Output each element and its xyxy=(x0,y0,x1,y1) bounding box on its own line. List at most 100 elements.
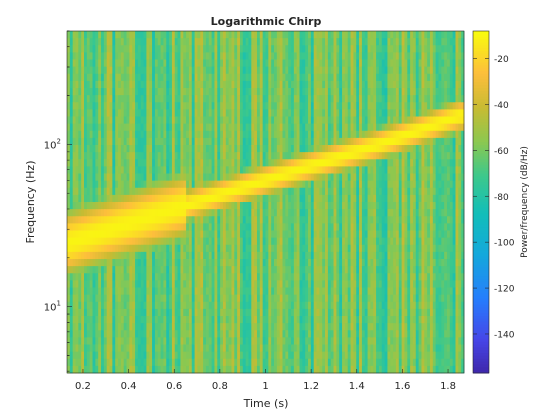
heatmap-cell xyxy=(282,116,286,125)
heatmap-cell xyxy=(279,159,283,167)
heatmap-cell xyxy=(152,145,156,153)
heatmap-cell xyxy=(299,273,303,281)
heatmap-cell xyxy=(205,88,210,96)
heatmap-cell xyxy=(120,137,125,146)
heatmap-cell xyxy=(86,95,91,103)
heatmap-cell xyxy=(197,223,201,231)
heatmap-cell xyxy=(288,351,292,360)
heatmap-cell xyxy=(183,38,187,46)
heatmap-cell xyxy=(327,273,332,281)
heatmap-cell xyxy=(106,251,110,260)
heatmap-cell xyxy=(344,152,349,160)
heatmap-cell xyxy=(186,330,190,338)
heatmap-cell xyxy=(254,159,258,167)
heatmap-cell xyxy=(84,173,88,182)
heatmap-cell xyxy=(98,323,102,331)
heatmap-cell xyxy=(95,38,99,46)
heatmap-cell xyxy=(327,80,332,89)
heatmap-cell xyxy=(106,223,110,231)
heatmap-cell xyxy=(254,273,258,281)
heatmap-cell xyxy=(285,280,289,288)
heatmap-cell xyxy=(118,294,122,303)
heatmap-cell xyxy=(208,159,213,167)
heatmap-cell xyxy=(319,273,323,281)
heatmap-cell xyxy=(180,73,184,82)
heatmap-cell xyxy=(197,237,201,246)
heatmap-cell xyxy=(254,31,258,39)
heatmap-cell xyxy=(256,223,261,231)
heatmap-cell xyxy=(293,59,298,68)
heatmap-cell xyxy=(103,38,108,46)
heatmap-cell xyxy=(268,180,272,189)
heatmap-cell xyxy=(313,95,317,103)
heatmap-cell xyxy=(234,137,238,146)
heatmap-cell xyxy=(166,301,170,310)
heatmap-cell xyxy=(313,280,317,288)
heatmap-cell xyxy=(237,344,241,353)
heatmap-cell xyxy=(180,80,184,89)
heatmap-cell xyxy=(214,66,218,75)
heatmap-cell xyxy=(112,209,116,217)
heatmap-cell xyxy=(279,358,283,367)
heatmap-cell xyxy=(234,80,238,89)
heatmap-cell xyxy=(344,251,349,260)
heatmap-cell xyxy=(157,344,161,353)
heatmap-cell xyxy=(208,365,213,374)
heatmap-cell xyxy=(293,130,298,139)
heatmap-cell xyxy=(92,266,96,274)
heatmap-cell xyxy=(72,358,76,367)
heatmap-cell xyxy=(197,102,201,110)
heatmap-cell xyxy=(211,109,215,117)
heatmap-cell xyxy=(356,102,360,110)
heatmap-cell xyxy=(276,251,281,260)
heatmap-cell xyxy=(322,209,326,217)
heatmap-cell xyxy=(89,351,93,360)
heatmap-cell xyxy=(109,159,113,167)
heatmap-cell xyxy=(330,209,334,217)
heatmap-cell xyxy=(319,287,323,296)
heatmap-cell xyxy=(152,123,156,132)
heatmap-cell xyxy=(342,237,346,246)
heatmap-cell xyxy=(84,52,88,60)
heatmap-cell xyxy=(98,159,102,167)
heatmap-cell xyxy=(330,337,334,345)
heatmap-cell xyxy=(84,323,88,331)
heatmap-cell xyxy=(279,116,283,125)
heatmap-cell xyxy=(248,31,252,39)
heatmap-cell xyxy=(322,80,326,89)
heatmap-cell xyxy=(308,45,312,53)
heatmap-cell xyxy=(347,202,351,210)
heatmap-cell xyxy=(325,116,329,125)
heatmap-cell xyxy=(350,351,354,360)
heatmap-cell xyxy=(217,351,221,360)
heatmap-cell xyxy=(231,237,235,246)
heatmap-cell xyxy=(353,95,357,103)
heatmap-cell xyxy=(112,88,116,96)
heatmap-cell xyxy=(160,266,164,274)
heatmap-cell xyxy=(84,145,88,153)
heatmap-cell xyxy=(325,294,329,303)
heatmap-cell xyxy=(92,294,96,303)
heatmap-cell xyxy=(112,109,116,117)
heatmap-cell xyxy=(327,166,332,174)
heatmap-cell xyxy=(72,59,76,68)
heatmap-cell xyxy=(231,187,235,196)
heatmap-cell xyxy=(347,152,351,160)
heatmap-cell xyxy=(203,59,207,68)
heatmap-cell xyxy=(265,316,269,324)
heatmap-cell xyxy=(217,209,221,217)
heatmap-cell xyxy=(194,59,198,68)
heatmap-cell xyxy=(234,237,238,246)
heatmap-cell xyxy=(89,187,93,196)
heatmap-cell xyxy=(356,202,360,210)
heatmap-cell xyxy=(299,344,303,353)
heatmap-cell xyxy=(271,109,275,117)
heatmap-cell xyxy=(194,152,198,160)
heatmap-cell xyxy=(166,88,170,96)
heatmap-cell xyxy=(157,123,161,132)
heatmap-cell xyxy=(276,159,281,167)
heatmap-cell xyxy=(132,166,136,174)
heatmap-cell xyxy=(239,166,244,174)
heatmap-cell xyxy=(86,66,91,75)
heatmap-cell xyxy=(288,330,292,338)
